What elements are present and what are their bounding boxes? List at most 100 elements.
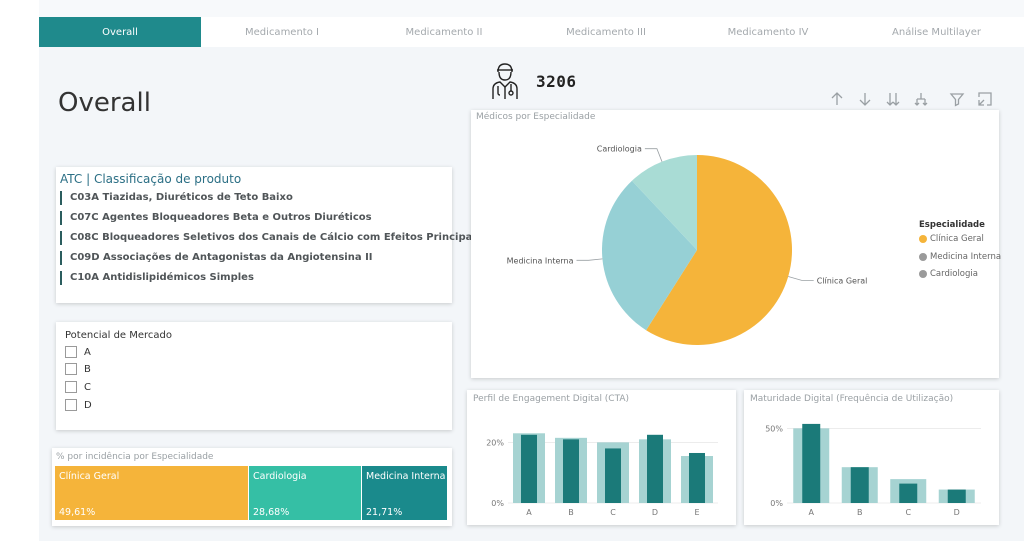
page-tabs: Overall Medicamento I Medicamento II Med… xyxy=(39,17,1024,47)
x-tick-label: E xyxy=(694,508,699,517)
y-tick-label: 50% xyxy=(765,424,783,433)
legend-item-clinica-geral[interactable]: Clínica Geral xyxy=(919,234,984,244)
market-option-b[interactable]: B xyxy=(65,363,91,375)
market-potential-title: Potencial de Mercado xyxy=(65,330,173,341)
engagement-chart-title: Perfil de Engagement Digital (CTA) xyxy=(473,394,630,404)
atc-slicer-title: ATC | Classificação de produto xyxy=(60,172,242,186)
visual-toolbar xyxy=(826,88,996,110)
y-tick-label: 0% xyxy=(770,499,783,508)
treemap-cell-value: 49,61% xyxy=(59,507,96,518)
treemap-cell-medicina-interna[interactable]: Medicina Interna 21,71% xyxy=(362,466,447,520)
legend-dot xyxy=(919,270,927,278)
market-option-c[interactable]: C xyxy=(65,381,91,393)
y-tick-label: 20% xyxy=(486,438,504,447)
atc-item[interactable]: C08C Bloqueadores Seletivos dos Canais d… xyxy=(60,231,533,245)
bar-d-series-2[interactable] xyxy=(647,434,663,503)
option-label: D xyxy=(84,399,92,411)
market-option-a[interactable]: A xyxy=(65,346,91,358)
expand-hierarchy-button[interactable] xyxy=(910,88,932,110)
treemap-cell-label: Medicina Interna xyxy=(366,471,446,482)
atc-item[interactable]: C03A Tiazidas, Diuréticos de Teto Baixo xyxy=(60,191,293,205)
pie-leader-line xyxy=(644,148,663,162)
expand-hierarchy-icon xyxy=(914,93,928,106)
pie-chart: Clínica Geral Medicina Interna Cardiologia xyxy=(507,145,868,345)
legend-label: Medicina Interna xyxy=(930,252,1002,262)
market-option-d[interactable]: D xyxy=(65,399,92,411)
tab-medicamento-iv[interactable]: Medicamento IV xyxy=(727,26,809,38)
x-tick-label: D xyxy=(652,508,658,517)
pie-data-label: Medicina Interna xyxy=(507,256,574,265)
treemap-cell-value: 21,71% xyxy=(366,507,403,518)
atc-item[interactable]: C07C Agentes Bloqueadores Beta e Outros … xyxy=(60,211,372,225)
arrow-down-icon xyxy=(859,93,871,106)
atc-item[interactable]: C09D Associações de Antagonistas da Angi… xyxy=(60,251,373,265)
legend-item-medicina-interna[interactable]: Medicina Interna xyxy=(919,252,1001,262)
tab-analise-multilayer[interactable]: Análise Multilayer xyxy=(892,26,981,38)
treemap-cell-label: Cardiologia xyxy=(253,471,307,482)
pie-chart-title: Médicos por Especialidade xyxy=(476,112,596,122)
doctor-icon xyxy=(492,63,518,99)
maturity-chart-title: Maturidade Digital (Frequência de Utiliz… xyxy=(750,394,954,404)
option-label: A xyxy=(84,346,91,358)
market-potential-card xyxy=(56,322,452,430)
drill-up-button[interactable] xyxy=(826,88,848,110)
focus-mode-icon xyxy=(978,92,992,106)
pie-data-label: Clínica Geral xyxy=(817,276,868,285)
double-arrow-down-icon xyxy=(886,93,900,106)
page-title: Overall xyxy=(58,88,151,118)
pie-legend-title: Especialidade xyxy=(919,220,985,230)
treemap-cell-cardiologia[interactable]: Cardiologia 28,68% xyxy=(249,466,361,520)
treemap-cell-label: Clínica Geral xyxy=(59,471,120,482)
bar-a-series-2[interactable] xyxy=(802,423,821,503)
atc-slicer-card xyxy=(56,167,452,303)
pie-data-label: Cardiologia xyxy=(597,145,642,154)
pie-slice-cardiologia[interactable] xyxy=(631,155,697,250)
bar-e-series-2[interactable] xyxy=(689,452,705,503)
x-tick-label: B xyxy=(857,508,863,517)
tab-medicamento-ii[interactable]: Medicamento II xyxy=(405,26,483,38)
treemap-cell-clinica-geral[interactable]: Clínica Geral 49,61% xyxy=(55,466,248,520)
filter-button[interactable] xyxy=(946,88,968,110)
atc-item[interactable]: C10A Antidislipidémicos Simples xyxy=(60,271,254,285)
legend-item-cardiologia[interactable]: Cardiologia xyxy=(919,269,978,279)
pie-leader-line xyxy=(576,258,603,261)
tab-overall[interactable]: Overall xyxy=(39,17,201,47)
checkbox[interactable] xyxy=(65,346,77,358)
drill-down-button[interactable] xyxy=(854,88,876,110)
bar-b-series-2[interactable] xyxy=(563,439,579,503)
legend-label: Cardiologia xyxy=(930,269,978,279)
treemap-cell-value: 28,68% xyxy=(253,507,290,518)
pie-slice-medicina-interna[interactable] xyxy=(602,180,697,331)
legend-dot xyxy=(919,235,927,243)
next-level-button[interactable] xyxy=(882,88,904,110)
bar-c-series-2[interactable] xyxy=(605,448,621,503)
checkbox[interactable] xyxy=(65,363,77,375)
x-tick-label: A xyxy=(809,508,815,517)
arrow-up-icon xyxy=(831,92,843,105)
engagement-bar-chart: 0% 20% A B C D E xyxy=(486,433,718,517)
filter-icon xyxy=(949,93,965,107)
legend-dot xyxy=(919,253,927,261)
option-label: C xyxy=(84,381,91,393)
maturity-bar-chart: 0% 50% A B C D xyxy=(765,423,981,517)
tab-medicamento-i[interactable]: Medicamento I xyxy=(245,26,319,38)
legend-label: Clínica Geral xyxy=(930,234,984,244)
bar-c-series-2[interactable] xyxy=(899,483,918,503)
pie-slice-clinica-geral[interactable] xyxy=(646,155,793,345)
x-tick-label: B xyxy=(568,508,574,517)
checkbox[interactable] xyxy=(65,381,77,393)
x-tick-label: D xyxy=(954,508,960,517)
y-tick-label: 0% xyxy=(491,499,504,508)
top-strip xyxy=(39,0,1024,17)
focus-mode-button[interactable] xyxy=(974,88,996,110)
treemap-title: % por incidência por Especialidade xyxy=(56,452,214,462)
x-tick-label: A xyxy=(526,508,532,517)
bar-b-series-2[interactable] xyxy=(850,467,869,503)
doctor-count: 3206 xyxy=(536,72,577,91)
checkbox[interactable] xyxy=(65,399,77,411)
x-tick-label: C xyxy=(610,508,616,517)
bar-a-series-2[interactable] xyxy=(521,434,537,503)
x-tick-label: C xyxy=(905,508,911,517)
tab-medicamento-iii[interactable]: Medicamento III xyxy=(566,26,646,38)
bar-d-series-2[interactable] xyxy=(947,489,966,503)
